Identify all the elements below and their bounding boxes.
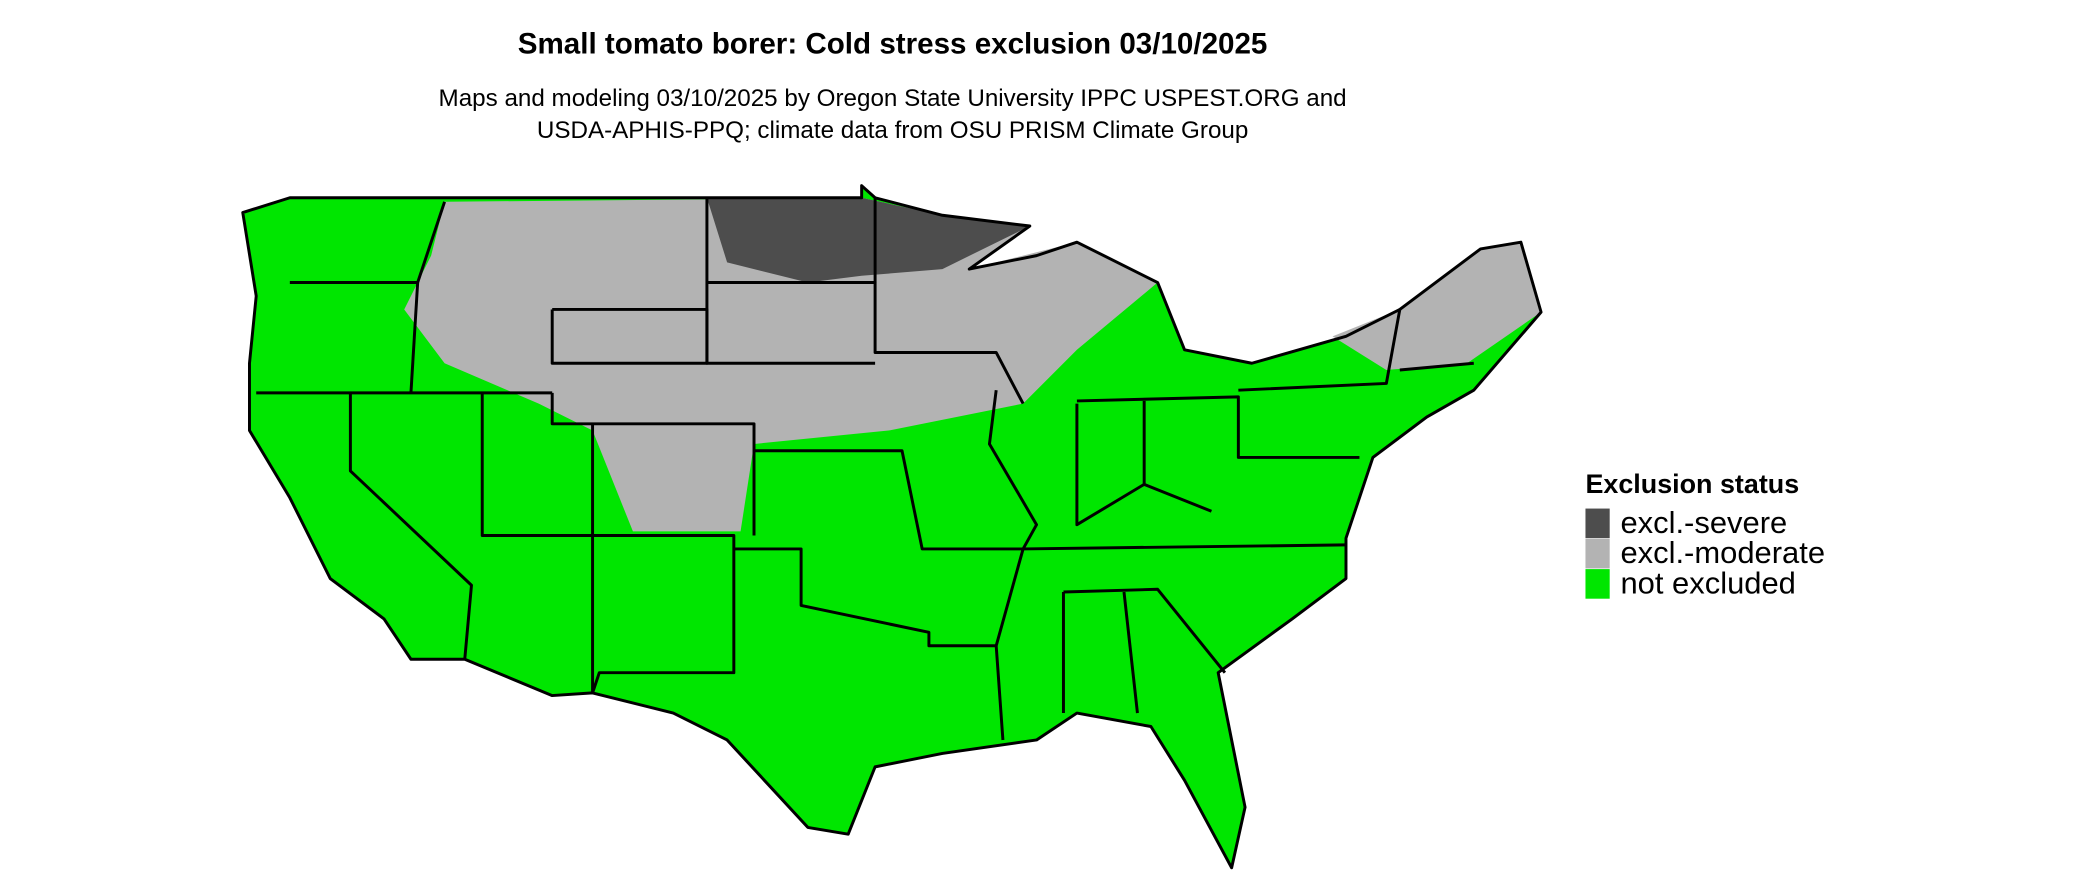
state-border (733, 547, 997, 648)
map-regions (241, 184, 1543, 870)
state-border (705, 197, 876, 365)
state-border (1122, 591, 1139, 714)
state-border (1023, 543, 1347, 551)
state-border (348, 392, 473, 660)
state-border (1076, 395, 1360, 459)
state-border (1399, 361, 1474, 372)
state-border (550, 392, 756, 536)
legend-title: Exclusion status (1585, 469, 1799, 499)
legend-swatch (1585, 508, 1610, 539)
state-border (1238, 309, 1402, 392)
legend-label: not excluded (1620, 565, 1795, 600)
legend-label: excl.-severe (1620, 505, 1787, 540)
state-border (873, 282, 1025, 405)
state-border (1075, 403, 1212, 527)
map-subtitle: Maps and modeling 03/10/2025 by Oregon S… (439, 85, 1347, 112)
region-moderate (1332, 242, 1542, 370)
state-border (409, 282, 420, 393)
region-severe (706, 197, 1030, 283)
state-border (1063, 587, 1227, 674)
map-subtitle: USDA-APHIS-PPQ; climate data from OSU PR… (537, 117, 1249, 144)
country-outline (241, 184, 1543, 870)
legend-label: excl.-moderate (1620, 535, 1825, 570)
map-title: Small tomato borer: Cold stress exclusio… (518, 28, 1268, 61)
state-border (987, 389, 1039, 741)
legend-swatch (1585, 538, 1610, 569)
state-border (480, 392, 736, 694)
state-borders (256, 197, 1474, 741)
legend-swatch (1585, 569, 1610, 599)
state-border (754, 449, 1024, 551)
